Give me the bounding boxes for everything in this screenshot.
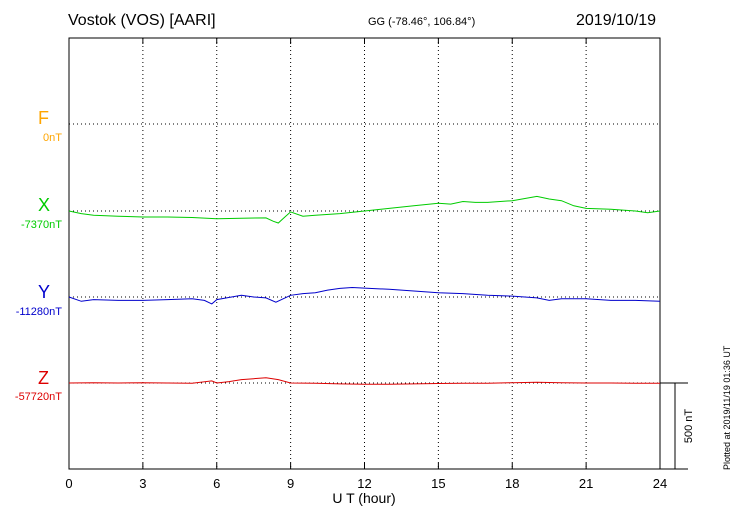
station-title: Vostok (VOS) [AARI] [68, 12, 216, 29]
scale-bar: 500 nT [660, 382, 695, 470]
component-label-f: F [38, 108, 49, 128]
x-tick-label: 15 [431, 476, 445, 491]
x-tick-label: 6 [213, 476, 220, 491]
x-tick-label: 24 [653, 476, 667, 491]
x-tick-label: 0 [65, 476, 72, 491]
component-baseline-f: 0nT [43, 132, 62, 144]
plotted-timestamp: Plotted at 2019/11/19 01:36 UT [722, 345, 730, 470]
component-label-z: Z [38, 368, 49, 388]
x-tick-label: 3 [139, 476, 146, 491]
geographic-coordinates: GG (-78.46°, 106.84°) [368, 16, 476, 28]
x-axis-ticks: 0 3 6 9 12 15 18 21 24 [65, 38, 667, 491]
series-line-z [68, 377, 660, 385]
scale-bar-label: 500 nT [683, 409, 695, 444]
series-lines [68, 195, 661, 385]
component-label-y: Y [38, 282, 51, 302]
component-baseline-y: -11280nT [15, 306, 62, 318]
x-axis-label: U T (hour) [332, 490, 395, 506]
component-baseline-x: -7370nT [21, 219, 62, 231]
x-tick-label: 18 [505, 476, 519, 491]
x-tick-label: 9 [287, 476, 294, 491]
series-line-y [68, 286, 661, 305]
component-label-x: X [38, 195, 51, 215]
x-tick-label: 12 [357, 476, 371, 491]
grid-lines [142, 38, 587, 469]
component-baseline-z: -57720nT [14, 391, 62, 403]
date-label: 2019/10/19 [576, 12, 657, 29]
series-line-x [68, 195, 661, 224]
x-tick-label: 21 [579, 476, 593, 491]
